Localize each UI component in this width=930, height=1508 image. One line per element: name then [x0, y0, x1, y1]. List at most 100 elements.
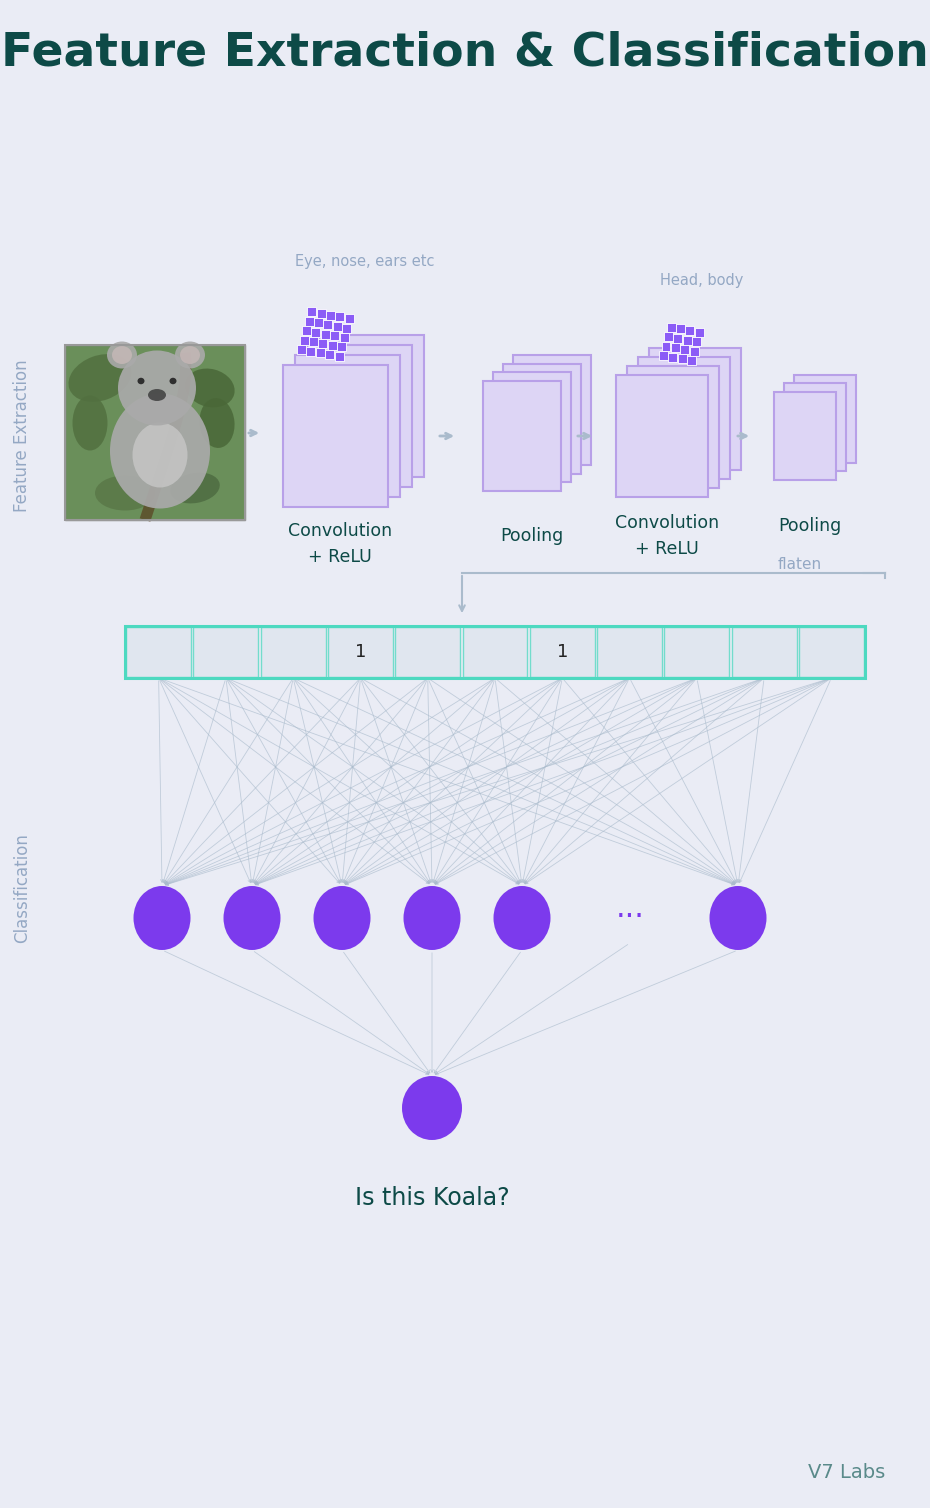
Text: 1: 1 [556, 642, 568, 661]
Ellipse shape [180, 345, 200, 363]
FancyBboxPatch shape [324, 320, 332, 329]
FancyBboxPatch shape [326, 311, 335, 320]
Ellipse shape [199, 398, 234, 448]
FancyBboxPatch shape [638, 357, 730, 480]
FancyBboxPatch shape [503, 363, 581, 474]
Ellipse shape [185, 368, 234, 407]
FancyBboxPatch shape [312, 327, 321, 336]
Ellipse shape [402, 1077, 462, 1140]
FancyBboxPatch shape [732, 627, 796, 677]
FancyBboxPatch shape [395, 627, 460, 677]
FancyBboxPatch shape [493, 372, 571, 483]
FancyBboxPatch shape [671, 344, 680, 353]
FancyBboxPatch shape [307, 345, 411, 487]
FancyBboxPatch shape [335, 351, 344, 360]
FancyBboxPatch shape [649, 348, 741, 470]
Text: Head, body: Head, body [660, 273, 744, 288]
Ellipse shape [313, 887, 370, 950]
Text: Feature Extraction & Classification: Feature Extraction & Classification [1, 30, 929, 75]
FancyBboxPatch shape [345, 314, 353, 323]
Ellipse shape [110, 394, 210, 508]
Ellipse shape [175, 341, 205, 368]
Text: V7 Labs: V7 Labs [808, 1463, 885, 1482]
FancyBboxPatch shape [283, 365, 388, 507]
Ellipse shape [148, 389, 166, 401]
FancyBboxPatch shape [685, 326, 695, 335]
Text: Pooling: Pooling [778, 517, 842, 535]
FancyBboxPatch shape [483, 382, 561, 492]
FancyBboxPatch shape [692, 338, 701, 347]
Ellipse shape [132, 422, 188, 487]
FancyBboxPatch shape [664, 332, 673, 341]
FancyBboxPatch shape [616, 375, 708, 498]
FancyBboxPatch shape [305, 317, 313, 326]
FancyBboxPatch shape [530, 627, 594, 677]
FancyBboxPatch shape [126, 627, 191, 677]
Text: ···: ··· [616, 903, 644, 932]
FancyBboxPatch shape [295, 354, 400, 498]
FancyBboxPatch shape [687, 356, 697, 365]
FancyBboxPatch shape [627, 366, 719, 489]
FancyBboxPatch shape [462, 627, 527, 677]
FancyBboxPatch shape [328, 627, 392, 677]
Ellipse shape [138, 377, 144, 385]
Text: flaten: flaten [777, 558, 822, 573]
FancyBboxPatch shape [326, 350, 334, 359]
Ellipse shape [169, 377, 177, 385]
Text: Pooling: Pooling [500, 526, 564, 544]
FancyBboxPatch shape [673, 333, 683, 342]
FancyBboxPatch shape [338, 342, 346, 351]
FancyBboxPatch shape [318, 339, 327, 348]
FancyBboxPatch shape [799, 627, 864, 677]
Ellipse shape [73, 395, 108, 451]
Ellipse shape [404, 887, 460, 950]
FancyBboxPatch shape [307, 308, 316, 317]
Ellipse shape [494, 887, 551, 950]
FancyBboxPatch shape [342, 324, 352, 333]
FancyBboxPatch shape [667, 323, 675, 332]
FancyBboxPatch shape [661, 342, 671, 350]
FancyBboxPatch shape [260, 627, 326, 677]
FancyBboxPatch shape [683, 336, 692, 345]
FancyBboxPatch shape [678, 354, 687, 363]
Text: Feature Extraction: Feature Extraction [13, 360, 31, 513]
FancyBboxPatch shape [309, 338, 318, 347]
Ellipse shape [107, 341, 137, 368]
FancyBboxPatch shape [327, 341, 337, 350]
Ellipse shape [118, 350, 196, 425]
FancyBboxPatch shape [306, 347, 315, 356]
Ellipse shape [112, 345, 132, 363]
FancyBboxPatch shape [330, 332, 339, 341]
FancyBboxPatch shape [794, 375, 856, 463]
FancyBboxPatch shape [690, 347, 698, 356]
FancyBboxPatch shape [316, 309, 326, 318]
Text: Convolution
+ ReLU: Convolution + ReLU [615, 514, 719, 558]
FancyBboxPatch shape [695, 327, 704, 336]
Text: Classification: Classification [13, 832, 31, 942]
Ellipse shape [710, 887, 766, 950]
Ellipse shape [223, 887, 281, 950]
Ellipse shape [170, 472, 219, 504]
FancyBboxPatch shape [65, 345, 245, 520]
FancyBboxPatch shape [299, 336, 309, 344]
FancyBboxPatch shape [774, 392, 836, 480]
Text: Is this Koala?: Is this Koala? [354, 1185, 510, 1209]
FancyBboxPatch shape [676, 324, 685, 333]
FancyBboxPatch shape [597, 627, 662, 677]
FancyBboxPatch shape [513, 356, 591, 466]
Text: Convolution
+ ReLU: Convolution + ReLU [288, 522, 392, 566]
FancyBboxPatch shape [336, 312, 344, 321]
Text: 1: 1 [354, 642, 366, 661]
FancyBboxPatch shape [339, 333, 349, 342]
FancyBboxPatch shape [302, 326, 311, 335]
FancyBboxPatch shape [333, 321, 342, 330]
FancyBboxPatch shape [297, 345, 306, 354]
Ellipse shape [95, 475, 155, 511]
FancyBboxPatch shape [681, 345, 689, 354]
FancyBboxPatch shape [669, 353, 677, 362]
FancyBboxPatch shape [318, 335, 423, 477]
Text: Eye, nose, ears etc: Eye, nose, ears etc [295, 255, 434, 270]
FancyBboxPatch shape [193, 627, 259, 677]
FancyBboxPatch shape [314, 318, 323, 327]
Ellipse shape [69, 354, 131, 403]
